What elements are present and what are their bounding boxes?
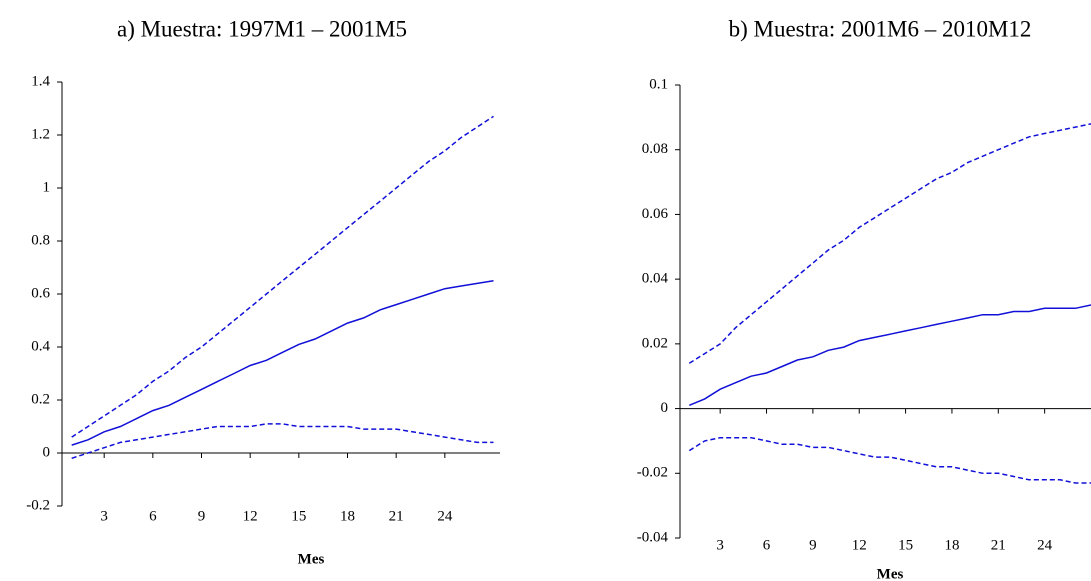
x-tick-label: 6 bbox=[763, 537, 771, 553]
y-tick-label: 0.02 bbox=[642, 335, 668, 351]
band-line bbox=[71, 115, 494, 438]
chart-title: b) Muestra: 2001M6 – 2010M12 bbox=[729, 16, 1032, 41]
x-tick-label: 9 bbox=[198, 508, 206, 524]
x-tick-label: 12 bbox=[852, 537, 867, 553]
band-line bbox=[688, 436, 1091, 484]
x-tick-label: 9 bbox=[809, 537, 817, 553]
y-tick-label: 0.06 bbox=[642, 206, 669, 222]
y-tick-label: -0.04 bbox=[637, 529, 669, 545]
chart-title: a) Muestra: 1997M1 – 2001M5 bbox=[117, 16, 407, 41]
x-axis-label: Mes bbox=[877, 566, 904, 581]
y-tick-label: 0 bbox=[43, 444, 51, 460]
y-tick-label: 0.4 bbox=[31, 338, 50, 354]
x-tick-label: 12 bbox=[243, 508, 258, 524]
y-tick-label: 1.2 bbox=[31, 126, 50, 142]
x-tick-label: 24 bbox=[1037, 537, 1053, 553]
band-line bbox=[71, 423, 494, 460]
y-tick-label: 0 bbox=[661, 400, 669, 416]
y-tick-label: 1.4 bbox=[31, 73, 50, 89]
x-tick-label: 18 bbox=[340, 508, 355, 524]
y-tick-label: 0.6 bbox=[31, 285, 50, 301]
y-tick-label: 0.2 bbox=[31, 391, 50, 407]
y-tick-label: 0.08 bbox=[642, 141, 668, 157]
y-tick-label: -0.2 bbox=[26, 497, 50, 513]
x-axis-label: Mes bbox=[298, 551, 325, 567]
response-line bbox=[71, 279, 494, 446]
y-tick-label: -0.02 bbox=[637, 465, 668, 481]
response-line bbox=[689, 304, 1091, 406]
x-tick-label: 6 bbox=[149, 508, 157, 524]
band-line bbox=[688, 123, 1091, 364]
y-tick-label: 1 bbox=[43, 179, 51, 195]
x-tick-label: 3 bbox=[716, 537, 724, 553]
y-tick-label: 0.8 bbox=[31, 232, 50, 248]
x-tick-label: 21 bbox=[991, 537, 1006, 553]
y-tick-label: 0.1 bbox=[649, 76, 668, 92]
x-tick-label: 3 bbox=[100, 508, 108, 524]
x-tick-label: 24 bbox=[437, 508, 453, 524]
x-tick-label: 21 bbox=[389, 508, 404, 524]
x-tick-label: 15 bbox=[291, 508, 306, 524]
x-tick-label: 18 bbox=[944, 537, 959, 553]
x-tick-label: 15 bbox=[898, 537, 913, 553]
y-tick-label: 0.04 bbox=[642, 271, 669, 287]
